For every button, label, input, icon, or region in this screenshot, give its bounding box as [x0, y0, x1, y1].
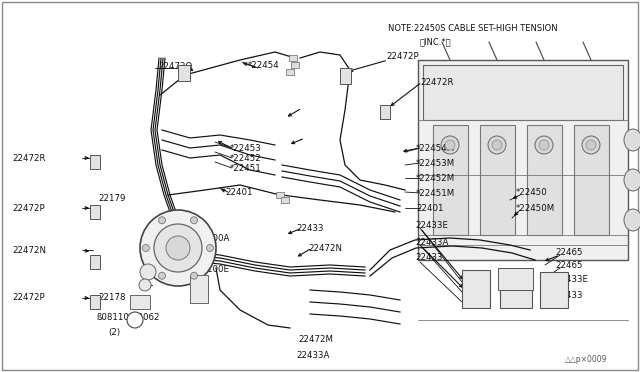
Bar: [291, 62, 299, 68]
Text: 22433E: 22433E: [415, 221, 448, 230]
Circle shape: [492, 140, 502, 150]
Bar: [281, 197, 289, 203]
Text: 22433A: 22433A: [296, 350, 330, 359]
Text: ß08110-62062: ß08110-62062: [96, 314, 159, 323]
Bar: [130, 295, 150, 309]
Circle shape: [582, 136, 600, 154]
Text: *22450: *22450: [516, 187, 548, 196]
Bar: [462, 270, 490, 308]
Ellipse shape: [624, 129, 640, 151]
Text: *22451: *22451: [230, 164, 262, 173]
Circle shape: [140, 264, 156, 280]
Text: B: B: [132, 315, 138, 324]
Bar: [286, 69, 294, 75]
Bar: [540, 272, 568, 308]
Text: 22465: 22465: [555, 262, 582, 270]
Text: 22465: 22465: [555, 247, 582, 257]
Text: NOTE:22450S CABLE SET-HIGH TENSION: NOTE:22450S CABLE SET-HIGH TENSION: [388, 23, 557, 32]
Bar: [480, 125, 515, 235]
Bar: [433, 125, 468, 235]
Circle shape: [154, 224, 202, 272]
Circle shape: [139, 279, 151, 291]
Text: 22433: 22433: [296, 224, 323, 232]
Text: 22472M: 22472M: [298, 336, 333, 344]
Circle shape: [539, 140, 549, 150]
Text: 22401: 22401: [225, 187, 253, 196]
Text: △△p×0009: △△p×0009: [565, 356, 607, 365]
Circle shape: [441, 136, 459, 154]
Bar: [418, 60, 628, 260]
Circle shape: [159, 272, 166, 279]
Bar: [90, 155, 100, 169]
Text: *22454: *22454: [248, 61, 280, 70]
Bar: [498, 268, 533, 290]
Bar: [289, 55, 297, 61]
Text: 22472Q: 22472Q: [158, 61, 192, 71]
Bar: [500, 270, 532, 308]
Text: *22451M: *22451M: [416, 189, 455, 198]
Circle shape: [191, 272, 198, 279]
Text: 22100E: 22100E: [196, 266, 229, 275]
Text: *22450M: *22450M: [516, 203, 556, 212]
Bar: [90, 295, 100, 309]
Text: *22453M: *22453M: [416, 158, 455, 167]
Circle shape: [488, 136, 506, 154]
Bar: [90, 205, 100, 219]
Text: 22472R: 22472R: [12, 154, 45, 163]
Text: 22472P: 22472P: [12, 203, 45, 212]
Ellipse shape: [624, 169, 640, 191]
Text: *22454M: *22454M: [416, 144, 455, 153]
Bar: [90, 255, 100, 269]
Text: 22433: 22433: [555, 291, 582, 299]
Text: 22472R: 22472R: [420, 77, 454, 87]
Text: （INC.*）: （INC.*）: [420, 38, 452, 46]
Circle shape: [159, 217, 166, 224]
Text: 22401: 22401: [416, 203, 444, 212]
Text: 22472N: 22472N: [308, 244, 342, 253]
Circle shape: [166, 236, 190, 260]
Bar: [527, 125, 562, 235]
Text: 22433A: 22433A: [415, 237, 449, 247]
Circle shape: [143, 244, 150, 251]
Circle shape: [191, 217, 198, 224]
Circle shape: [140, 210, 216, 286]
Text: 22472P: 22472P: [12, 294, 45, 302]
Text: 22433: 22433: [415, 253, 442, 263]
Bar: [190, 275, 208, 303]
Text: 22178: 22178: [98, 294, 125, 302]
Text: *22452: *22452: [230, 154, 262, 163]
Text: 22100A: 22100A: [196, 234, 229, 243]
Bar: [574, 125, 609, 235]
Circle shape: [535, 136, 553, 154]
Text: 22179: 22179: [98, 193, 125, 202]
Text: 22433E: 22433E: [555, 276, 588, 285]
Text: 22472N: 22472N: [12, 246, 46, 254]
Text: (2): (2): [108, 327, 120, 337]
Bar: [178, 65, 190, 81]
Bar: [340, 68, 351, 84]
Circle shape: [207, 244, 214, 251]
Circle shape: [127, 312, 143, 328]
Circle shape: [445, 140, 455, 150]
Text: *22452M: *22452M: [416, 173, 455, 183]
Ellipse shape: [624, 209, 640, 231]
Text: *22453: *22453: [230, 144, 262, 153]
Bar: [423, 65, 623, 120]
Circle shape: [586, 140, 596, 150]
Text: 22472P: 22472P: [386, 51, 419, 61]
Bar: [276, 192, 284, 198]
Bar: [380, 105, 390, 119]
